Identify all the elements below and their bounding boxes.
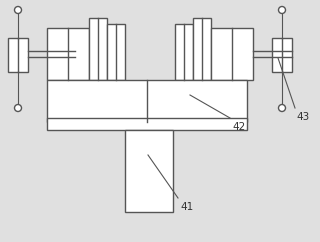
Bar xyxy=(8,38,28,72)
Text: 43: 43 xyxy=(296,112,309,122)
Circle shape xyxy=(278,105,285,112)
Bar xyxy=(47,28,89,80)
Bar xyxy=(107,24,125,80)
Bar xyxy=(47,80,247,122)
Circle shape xyxy=(278,7,285,14)
Bar xyxy=(193,18,211,80)
Text: 41: 41 xyxy=(180,202,193,212)
Circle shape xyxy=(14,105,21,112)
Bar xyxy=(125,130,173,212)
Text: 42: 42 xyxy=(232,122,245,132)
Bar xyxy=(175,24,193,80)
Bar xyxy=(47,118,247,130)
Circle shape xyxy=(14,7,21,14)
Bar xyxy=(89,18,107,80)
Bar xyxy=(211,28,253,80)
Bar xyxy=(272,38,292,72)
